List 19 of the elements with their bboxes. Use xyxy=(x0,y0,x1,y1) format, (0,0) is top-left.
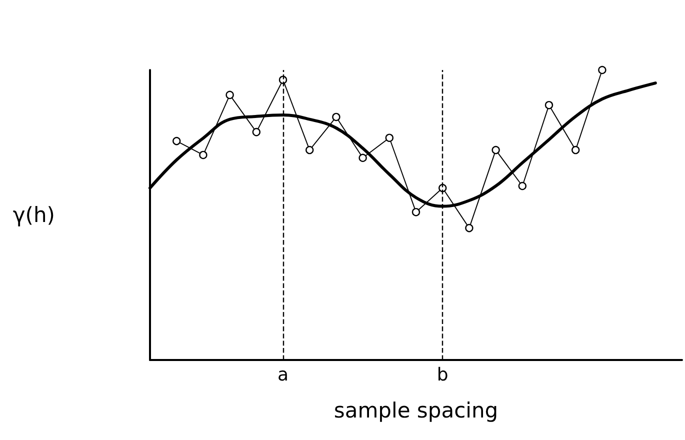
point xyxy=(465,224,474,232)
point xyxy=(332,112,340,122)
point xyxy=(252,128,260,136)
point xyxy=(385,134,394,142)
point xyxy=(572,146,580,154)
point xyxy=(518,182,526,190)
point xyxy=(598,66,606,74)
point xyxy=(492,146,500,154)
x-tick-label: a xyxy=(277,364,289,386)
x-tick-label: b xyxy=(436,364,448,386)
point xyxy=(306,146,314,154)
point xyxy=(172,136,181,146)
y-axis-title: γ(h) xyxy=(12,203,55,227)
point xyxy=(199,150,208,160)
point xyxy=(412,208,420,216)
point xyxy=(544,100,554,110)
point xyxy=(358,154,367,162)
x-axis-title: sample spacing xyxy=(334,398,498,422)
point xyxy=(226,90,234,100)
